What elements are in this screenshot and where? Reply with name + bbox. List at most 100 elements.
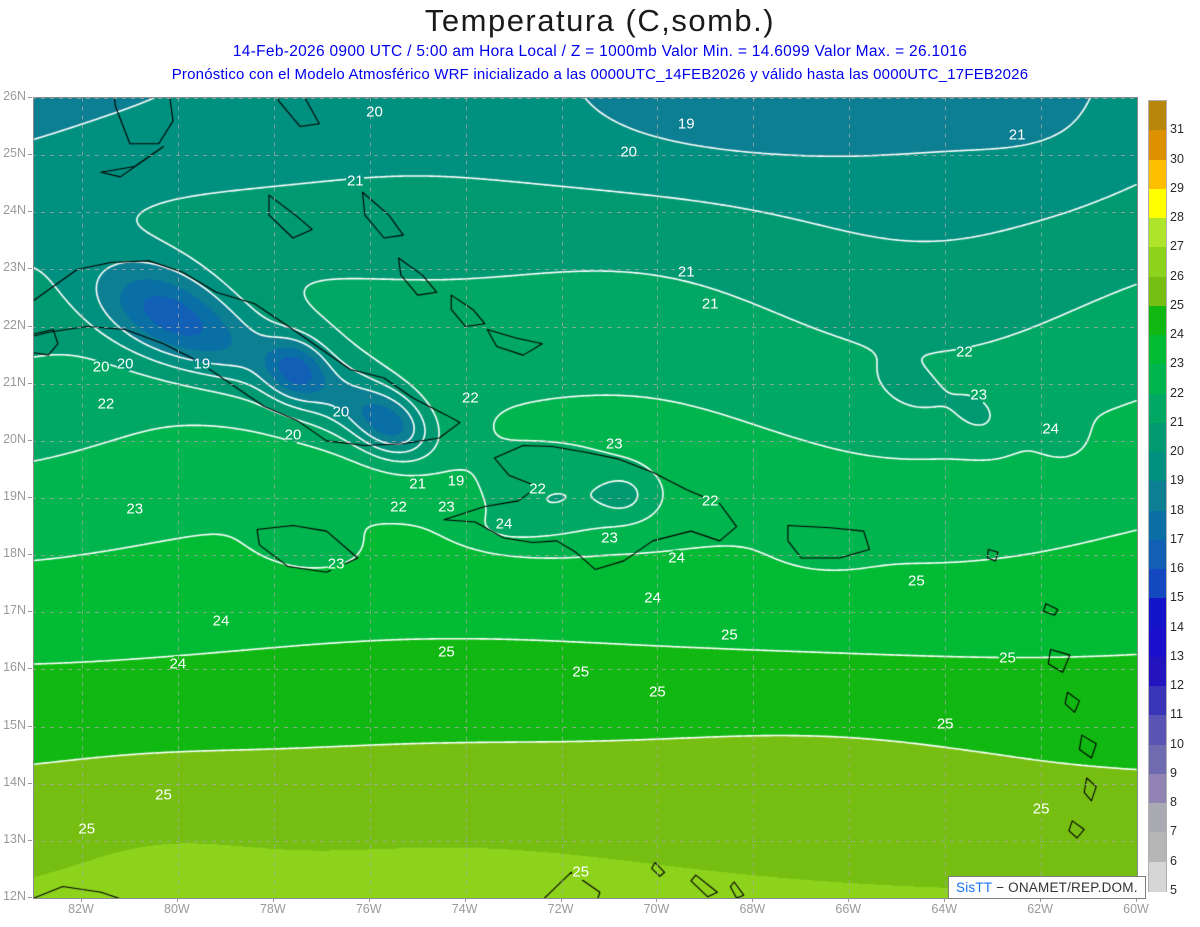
colorbar-band-23 xyxy=(1149,335,1166,365)
lat-tick-mark xyxy=(28,211,32,212)
lon-tick-mark xyxy=(656,898,657,902)
lat-tick-label-26N: 26N xyxy=(3,89,26,103)
colorbar-tick-20: 20 xyxy=(1170,444,1184,459)
chart-header: Temperatura (C,somb.) 14-Feb-2026 0900 U… xyxy=(0,0,1200,95)
colorbar-band-8 xyxy=(1149,773,1166,804)
logo-separator: − xyxy=(996,880,1005,895)
lat-tick-label-17N: 17N xyxy=(3,603,26,618)
lon-tick-mark xyxy=(465,898,466,902)
lat-tick-label-20N: 20N xyxy=(3,431,26,446)
lon-tick-mark xyxy=(369,898,370,902)
lat-tick-label-25N: 25N xyxy=(3,146,26,161)
lat-tick-mark xyxy=(28,668,32,669)
lon-tick-mark xyxy=(1136,898,1137,902)
colorbar-tick-27: 27 xyxy=(1170,239,1184,254)
colorbar-tick-12: 12 xyxy=(1170,678,1184,693)
lon-tick-mark xyxy=(561,898,562,902)
lon-tick-label-60W: 60W xyxy=(1123,902,1149,916)
lon-tick-mark xyxy=(848,898,849,902)
colorbar-tick-18: 18 xyxy=(1170,502,1184,517)
colorbar-tick-19: 19 xyxy=(1170,473,1184,488)
lat-tick-label-23N: 23N xyxy=(3,260,26,275)
lat-tick-mark xyxy=(28,554,32,555)
lon-tick-label-64W: 64W xyxy=(931,902,958,916)
colorbar-band-6 xyxy=(1149,832,1166,863)
gridline-lat-24N xyxy=(34,212,1137,213)
colorbar-band-20 xyxy=(1149,422,1166,453)
colorbar-tick-24: 24 xyxy=(1170,327,1184,342)
colorbar-band-18 xyxy=(1149,481,1166,512)
colorbar-band-29 xyxy=(1149,159,1166,190)
lon-tick-label-74W: 74W xyxy=(451,902,478,916)
forecast-meta-line: 14-Feb-2026 0900 UTC / 5:00 am Hora Loca… xyxy=(232,43,968,60)
colorbar-tick-7: 7 xyxy=(1170,824,1177,839)
lat-tick-label-12N: 12N xyxy=(3,889,26,903)
colorbar-tick-13: 13 xyxy=(1170,648,1184,663)
gridline-lat-18N xyxy=(34,555,1137,556)
lat-tick-mark xyxy=(28,726,32,727)
colorbar-band-30 xyxy=(1149,130,1166,161)
lon-tick-mark xyxy=(81,898,82,902)
lon-tick-mark xyxy=(273,898,274,902)
colorbar-tick-22: 22 xyxy=(1170,385,1184,400)
lat-tick-mark xyxy=(28,611,32,612)
colorbar-tick-8: 8 xyxy=(1170,795,1177,810)
colorbar-tick-29: 29 xyxy=(1170,180,1184,195)
lon-tick-mark xyxy=(1040,898,1041,902)
lat-tick-label-21N: 21N xyxy=(3,374,26,389)
gridline-lat-25N xyxy=(34,155,1137,156)
colorbar-band-10 xyxy=(1149,715,1166,746)
lat-tick-label-24N: 24N xyxy=(3,203,26,218)
gridline-lat-15N xyxy=(34,727,1137,728)
logo-agency: ONAMET/REP.DOM. xyxy=(1008,880,1138,895)
colorbar-band-13 xyxy=(1149,627,1166,658)
colorbar-tick-16: 16 xyxy=(1170,561,1184,576)
lon-tick-label-76W: 76W xyxy=(355,902,382,916)
colorbar-band-24 xyxy=(1149,305,1166,336)
lat-tick-label-13N: 13N xyxy=(3,831,26,846)
colorbar-tick-5: 5 xyxy=(1170,883,1177,897)
gridline-lat-16N xyxy=(34,669,1137,670)
colorbar-band-9 xyxy=(1149,744,1166,775)
gridline-lat-14N xyxy=(34,784,1137,785)
lat-tick-label-16N: 16N xyxy=(3,660,26,675)
lat-tick-mark xyxy=(28,383,32,384)
colorbar-band-28 xyxy=(1149,188,1166,219)
lon-tick-mark xyxy=(177,898,178,902)
gridline-lon-60W xyxy=(1137,98,1138,898)
lon-tick-label-80W: 80W xyxy=(164,902,190,916)
colorbar-band-14 xyxy=(1149,598,1166,629)
lat-tick-label-15N: 15N xyxy=(3,717,26,732)
agency-logo: SisTT − ONAMET/REP.DOM. xyxy=(948,876,1146,899)
gridline-lat-19N xyxy=(34,498,1137,499)
gridline-lat-26N xyxy=(34,98,1137,99)
colorbar-tick-6: 6 xyxy=(1170,853,1177,868)
colorbar-tick-31: 31 xyxy=(1170,122,1184,137)
colorbar-band-19 xyxy=(1149,452,1166,482)
gridline-lat-23N xyxy=(34,269,1137,270)
lat-tick-mark xyxy=(28,440,32,441)
colorbar-tick-10: 10 xyxy=(1170,736,1184,751)
colorbar-band-22 xyxy=(1149,364,1166,395)
lat-tick-mark xyxy=(28,154,32,155)
lat-tick-label-22N: 22N xyxy=(3,317,26,332)
lon-tick-label-66W: 66W xyxy=(835,902,862,916)
model-info-line: Pronóstico con el Modelo Atmosférico WRF… xyxy=(171,66,1029,83)
lat-tick-mark xyxy=(28,97,32,98)
colorbar-tick-21: 21 xyxy=(1170,414,1184,429)
colorbar-tick-11: 11 xyxy=(1170,707,1183,722)
lon-tick-label-82W: 82W xyxy=(68,902,94,916)
lon-tick-label-68W: 68W xyxy=(739,902,766,916)
lat-tick-label-19N: 19N xyxy=(3,489,26,503)
lon-tick-mark xyxy=(752,898,753,902)
colorbar-band-27 xyxy=(1149,218,1166,248)
colorbar-band-12 xyxy=(1149,656,1166,687)
colorbar-band-15 xyxy=(1149,569,1166,599)
colorbar-band-17 xyxy=(1149,510,1166,541)
lat-tick-label-14N: 14N xyxy=(3,774,26,789)
colorbar-tick-17: 17 xyxy=(1170,531,1184,546)
colorbar-band-7 xyxy=(1149,803,1166,834)
page-title: Temperatura (C,somb.) xyxy=(424,3,776,38)
colorbar-band-21 xyxy=(1149,393,1166,424)
gridline-lat-17N xyxy=(34,612,1137,613)
